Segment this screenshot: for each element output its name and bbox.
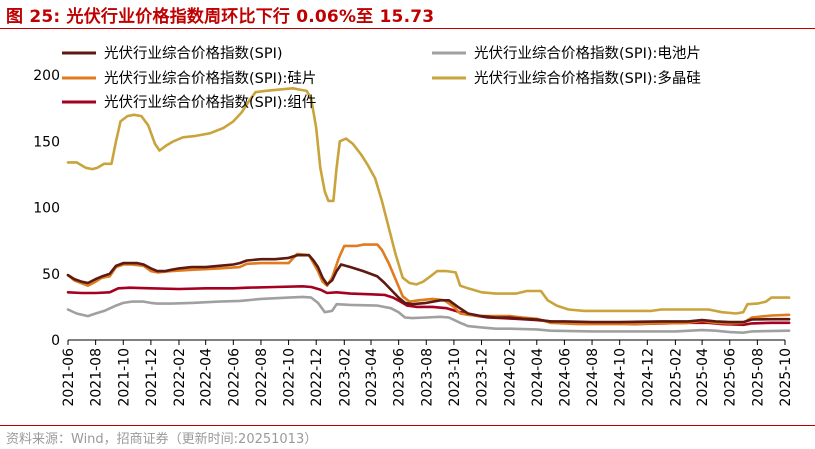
x-tick-label: 2021-12 (144, 348, 160, 407)
x-tick-label: 2025-02 (668, 348, 684, 407)
y-tick-label: 200 (33, 68, 60, 84)
x-tick-label: 2023-12 (475, 348, 491, 407)
legend-label: 光伏行业综合价格指数(SPI):电池片 (474, 45, 701, 62)
series-line-3 (66, 87, 791, 315)
x-tick-label: 2024-04 (530, 348, 546, 407)
x-tick-label: 2025-06 (723, 348, 739, 407)
x-tick-label: 2021-08 (89, 348, 105, 407)
x-tick-label: 2024-02 (503, 348, 519, 407)
series-line-0 (66, 253, 791, 324)
legend-label: 光伏行业综合价格指数(SPI):组件 (104, 94, 316, 111)
x-tick-label: 2024-08 (585, 348, 601, 407)
title-divider (0, 28, 815, 29)
x-tick-label: 2022-12 (309, 348, 325, 407)
y-tick-label: 50 (42, 267, 60, 283)
chart-series (66, 87, 791, 334)
footer-divider (0, 425, 815, 426)
x-tick-label: 2023-04 (364, 348, 380, 407)
legend-label: 光伏行业综合价格指数(SPI) (104, 45, 283, 62)
x-tick-label: 2022-04 (199, 348, 215, 407)
x-tick-label: 2023-06 (392, 348, 408, 407)
chart-axes: 0 50 100 150 200 2021-06 2021-08 2021-10 2021-12… (33, 68, 794, 407)
x-tick-label: 2025-10 (778, 348, 794, 407)
x-tick-label: 2022-10 (282, 348, 298, 407)
y-tick-label: 150 (33, 134, 60, 150)
x-tick-label: 2024-10 (613, 348, 629, 407)
x-tick-label: 2023-02 (337, 348, 353, 407)
source-note: 资料来源：Wind，招商证券（更新时间:20251013） (6, 432, 318, 447)
x-tick-label: 2022-02 (172, 348, 188, 407)
line-chart: 0 50 100 150 200 2021-06 2021-08 2021-10 2021-12… (33, 45, 794, 407)
series-line-4 (66, 285, 791, 327)
series-line-1 (66, 295, 791, 334)
chart-legend: 光伏行业综合价格指数(SPI) 光伏行业综合价格指数(SPI):电池片光伏行业综合… (62, 45, 701, 111)
x-tick-label: 2023-10 (447, 348, 463, 407)
x-tick-label: 2023-08 (419, 348, 435, 407)
figure-title: 图 25: 光伏行业价格指数周环比下行 0.06%至 15.73 (6, 7, 435, 27)
series-line-2 (66, 243, 791, 326)
x-tick-label: 2024-12 (640, 348, 656, 407)
x-tick-label: 2025-08 (750, 348, 766, 407)
y-tick-label: 100 (33, 201, 60, 217)
x-tick-label: 2024-06 (557, 348, 573, 407)
x-tick-label: 2022-08 (254, 348, 270, 407)
x-tick-label: 2025-04 (695, 348, 711, 407)
x-tick-label: 2021-06 (61, 348, 77, 407)
legend-label: 光伏行业综合价格指数(SPI):多晶硅 (474, 70, 701, 87)
y-tick-label: 0 (51, 333, 60, 349)
x-tick-label: 2022-06 (226, 348, 242, 407)
x-tick-label: 2021-10 (116, 348, 132, 407)
legend-label: 光伏行业综合价格指数(SPI):硅片 (104, 70, 316, 87)
